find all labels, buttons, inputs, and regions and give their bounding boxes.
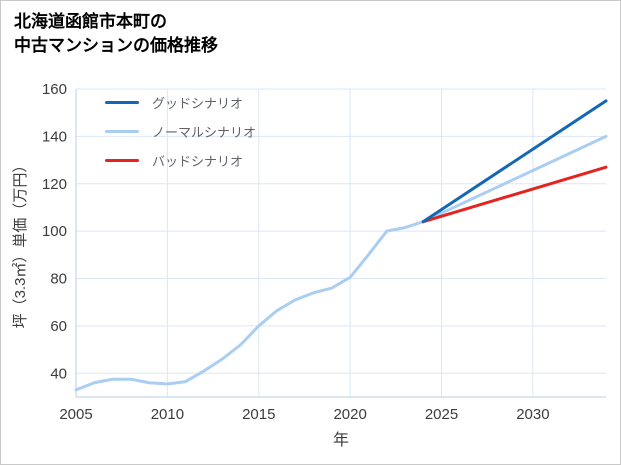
x-tick-label: 2015	[242, 406, 275, 423]
x-tick-label: 2010	[151, 406, 184, 423]
chart-title-line1: 北海道函館市本町の	[14, 12, 167, 31]
y-tick-label: 80	[50, 271, 67, 288]
y-tick-label: 160	[42, 81, 67, 98]
bad-scenario-line	[421, 165, 608, 224]
y-tick-label: 140	[42, 128, 67, 145]
x-tick-label: 2025	[425, 406, 458, 423]
normal-scenario-line	[74, 134, 608, 392]
x-tick-label: 2005	[59, 406, 92, 423]
normal-scenario-label: ノーマルシナリオ	[152, 125, 257, 140]
chart-title: 北海道函館市本町の 中古マンションの価格推移	[14, 10, 218, 58]
chart-title-line2: 中古マンションの価格推移	[14, 35, 218, 55]
chart-legend: グッドシナリオ ノーマルシナリオ バッドシナリオ	[105, 93, 256, 170]
y-tick-label: 120	[42, 176, 67, 193]
y-axis-title: 坪（3.3㎡）単価（万円）	[12, 158, 29, 329]
y-tick-label: 100	[42, 223, 67, 240]
x-tick-label: 2030	[516, 406, 549, 423]
good-scenario-swatch	[105, 101, 139, 104]
x-axis-title: 年	[333, 431, 349, 449]
y-tick-label: 40	[50, 365, 67, 382]
bad-scenario-swatch	[105, 159, 139, 162]
good-scenario-line	[421, 99, 608, 224]
legend-item-good-scenario[interactable]: グッドシナリオ	[105, 93, 256, 112]
normal-scenario-swatch	[105, 130, 139, 133]
legend-item-bad-scenario[interactable]: バッドシナリオ	[105, 151, 256, 170]
bad-scenario-label: バッドシナリオ	[152, 154, 244, 169]
good-scenario-label: グッドシナリオ	[152, 96, 244, 111]
x-tick-label: 2020	[333, 406, 366, 423]
legend-item-normal-scenario[interactable]: ノーマルシナリオ	[105, 122, 256, 141]
y-tick-label: 60	[50, 318, 67, 335]
